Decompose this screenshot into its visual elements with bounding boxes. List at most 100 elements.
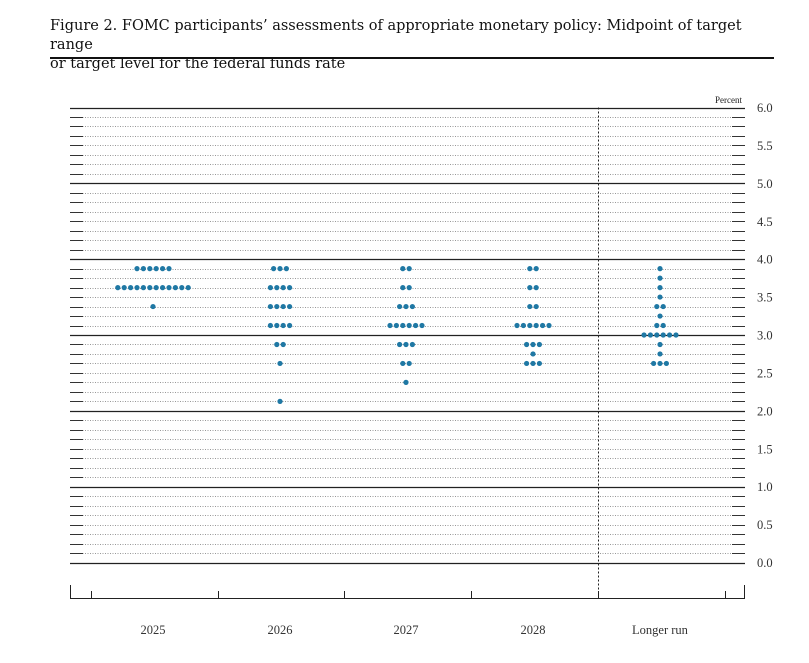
dot-mark bbox=[271, 266, 277, 272]
dot-mark bbox=[387, 322, 393, 329]
chart-axes bbox=[70, 107, 745, 599]
dot-mark bbox=[147, 285, 153, 291]
dot-mark bbox=[654, 332, 660, 338]
dot-mark bbox=[419, 322, 425, 329]
dot-mark bbox=[140, 266, 146, 272]
dot-mark bbox=[540, 322, 546, 329]
dot-mark bbox=[657, 341, 663, 348]
dot-mark bbox=[397, 341, 403, 348]
dot-mark bbox=[533, 266, 539, 272]
dot-mark bbox=[409, 303, 415, 310]
dot-mark bbox=[287, 303, 293, 310]
dot-mark bbox=[280, 322, 286, 329]
x-category-label: Longer run bbox=[632, 623, 689, 637]
x-category-label: 2025 bbox=[141, 623, 166, 637]
y-tick-label: 1.0 bbox=[757, 480, 773, 494]
dot-mark bbox=[160, 266, 166, 272]
dot-mark bbox=[140, 285, 146, 291]
unit-label: Percent bbox=[715, 95, 742, 105]
x-category-label: 2027 bbox=[394, 623, 419, 637]
dot-mark bbox=[657, 294, 663, 300]
dot-mark bbox=[128, 285, 134, 291]
dot-mark bbox=[533, 303, 539, 310]
y-tick-label: 5.5 bbox=[757, 139, 773, 153]
dot-mark bbox=[660, 322, 666, 329]
dot-mark bbox=[179, 285, 185, 291]
dot-mark bbox=[166, 266, 172, 272]
y-tick-label: 4.5 bbox=[757, 215, 773, 229]
dot-mark bbox=[400, 360, 406, 367]
dot-mark bbox=[406, 285, 412, 291]
y-tick-label: 0.0 bbox=[757, 556, 773, 570]
dot-mark bbox=[280, 341, 286, 348]
dot-marks bbox=[115, 266, 679, 404]
title-rule bbox=[50, 57, 774, 59]
y-tick-label: 4.0 bbox=[757, 253, 773, 267]
figure-title-line-2: or target level for the federal funds ra… bbox=[50, 56, 346, 72]
dot-mark bbox=[651, 360, 657, 367]
dot-mark bbox=[514, 322, 520, 329]
dot-mark bbox=[274, 285, 280, 291]
dot-mark bbox=[115, 285, 121, 291]
y-tick-label: 3.0 bbox=[757, 329, 773, 343]
dot-mark bbox=[280, 303, 286, 310]
dot-mark bbox=[147, 266, 153, 272]
dot-mark bbox=[274, 341, 280, 348]
y-tick-label: 2.0 bbox=[757, 404, 773, 418]
dot-mark bbox=[546, 322, 552, 329]
dot-mark bbox=[267, 285, 273, 291]
dot-mark bbox=[657, 285, 663, 291]
dot-mark bbox=[274, 303, 280, 310]
dot-mark bbox=[530, 360, 536, 367]
dot-mark bbox=[524, 341, 530, 348]
dot-mark bbox=[280, 285, 286, 291]
axis-labels: 0.0 0.5 1.0 1.5 2.0 2.5 3.0 3.5 4.0 4.5 5.0 5.5 6.0 P… bbox=[141, 95, 773, 637]
dot-mark bbox=[536, 341, 543, 348]
dot-mark bbox=[172, 285, 178, 291]
dot-mark bbox=[287, 285, 293, 291]
y-tick-label: 1.5 bbox=[757, 442, 773, 456]
dot-mark bbox=[520, 322, 527, 329]
y-tick-label: 3.5 bbox=[757, 291, 773, 305]
dot-mark bbox=[277, 398, 283, 404]
dot-mark bbox=[409, 341, 415, 348]
dot-mark bbox=[536, 360, 543, 367]
dot-mark bbox=[647, 332, 654, 338]
y-tick-label: 0.5 bbox=[757, 518, 773, 532]
dot-mark bbox=[533, 285, 539, 291]
dot-mark bbox=[403, 379, 409, 385]
dot-mark bbox=[663, 360, 670, 367]
dot-mark bbox=[283, 266, 289, 272]
dot-mark bbox=[527, 266, 533, 272]
dot-mark bbox=[657, 360, 663, 367]
y-tick-label: 5.0 bbox=[757, 177, 773, 191]
y-tick-label: 2.5 bbox=[757, 366, 773, 380]
dot-mark bbox=[150, 303, 156, 310]
dot-mark bbox=[277, 266, 283, 272]
dot-mark bbox=[533, 322, 539, 329]
dot-mark bbox=[406, 266, 412, 272]
dot-mark bbox=[660, 303, 666, 310]
dot-mark bbox=[274, 322, 280, 329]
figure-title-line-1: Figure 2. FOMC participants’ assessments… bbox=[50, 18, 742, 53]
dot-mark bbox=[524, 360, 530, 367]
dot-mark bbox=[530, 351, 536, 357]
dot-mark bbox=[403, 303, 409, 310]
dot-mark bbox=[673, 332, 679, 338]
dot-mark bbox=[166, 285, 172, 291]
dot-mark bbox=[641, 332, 647, 338]
dot-mark bbox=[277, 360, 283, 367]
dot-mark bbox=[527, 285, 533, 291]
grid-lines bbox=[70, 107, 745, 565]
dot-mark bbox=[134, 285, 140, 291]
dot-mark bbox=[287, 322, 293, 329]
x-category-label: 2026 bbox=[268, 623, 293, 637]
dot-mark bbox=[660, 332, 666, 338]
dot-mark bbox=[657, 275, 663, 281]
dot-mark bbox=[153, 266, 159, 272]
dot-mark bbox=[654, 322, 660, 329]
dot-mark bbox=[185, 285, 191, 291]
dot-mark bbox=[393, 322, 399, 329]
dot-mark bbox=[657, 351, 663, 357]
dot-mark bbox=[160, 285, 166, 291]
